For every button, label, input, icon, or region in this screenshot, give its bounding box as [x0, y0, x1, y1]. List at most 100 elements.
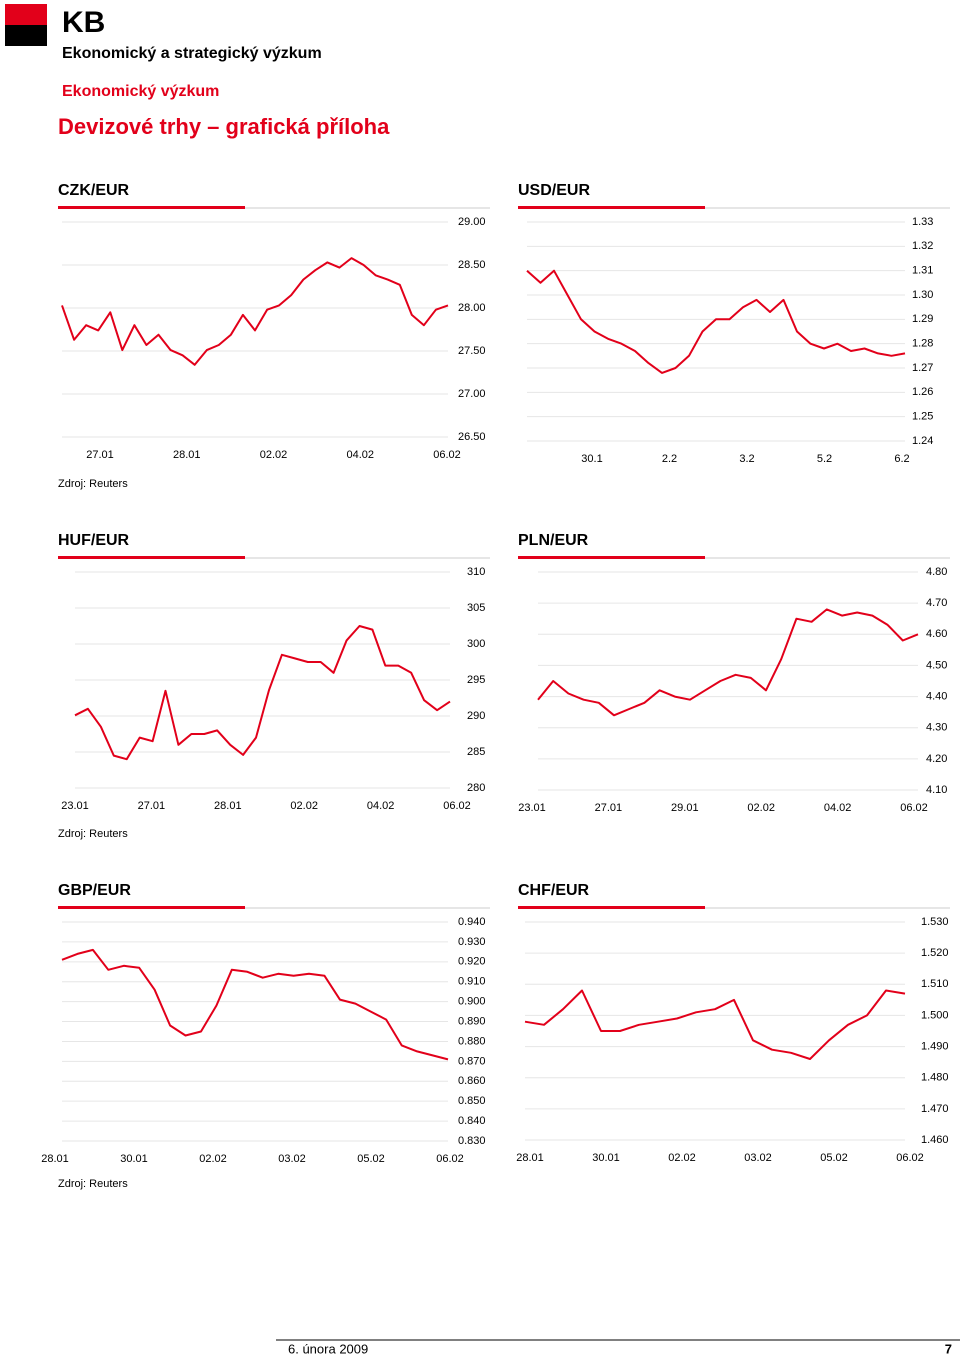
- y-tick-label: 1.31: [912, 265, 933, 277]
- chart-title: CHF/EUR: [518, 882, 590, 899]
- x-tick-label: 30.01: [120, 1153, 148, 1165]
- chart-title: CZK/EUR: [58, 182, 130, 199]
- y-tick-label: 1.27: [912, 362, 933, 374]
- page-number: 7: [945, 1341, 952, 1356]
- y-tick-label: 28.50: [458, 259, 486, 271]
- x-tick-label: 02.02: [747, 802, 775, 814]
- line: [74, 625, 451, 761]
- y-tick-label: 1.490: [921, 1040, 949, 1052]
- y-tick-label: 0.840: [458, 1115, 486, 1127]
- y-tick-label: 310: [467, 566, 485, 578]
- y-tick-label: 285: [467, 746, 485, 758]
- title-underline: [58, 906, 245, 909]
- line: [537, 608, 919, 717]
- y-tick-label: 295: [467, 674, 485, 686]
- x-tick-label: 05.02: [820, 1152, 848, 1164]
- y-tick-label: 1.28: [912, 338, 933, 350]
- section-title: Ekonomický výzkum: [62, 83, 219, 100]
- x-tick-label: 06.02: [900, 802, 928, 814]
- y-tick-label: 305: [467, 602, 485, 614]
- x-tick-label: 28.01: [41, 1153, 69, 1165]
- line: [524, 989, 906, 1060]
- y-tick-label: 1.33: [912, 216, 933, 228]
- y-tick-label: 0.830: [458, 1135, 486, 1147]
- y-tick-label: 4.40: [926, 690, 947, 702]
- x-tick-label: 28.01: [516, 1152, 544, 1164]
- source: Zdroj: Reuters: [58, 478, 128, 490]
- y-tick-label: 1.26: [912, 386, 933, 398]
- x-tick-label: 30.1: [581, 453, 602, 465]
- y-tick-label: 1.530: [921, 916, 949, 928]
- source: Zdroj: Reuters: [58, 828, 128, 840]
- x-tick-label: 05.02: [357, 1153, 385, 1165]
- x-tick-label: 30.01: [592, 1152, 620, 1164]
- x-tick-label: 06.02: [443, 800, 471, 812]
- y-tick-label: 28.00: [458, 302, 486, 314]
- y-tick-label: 1.500: [921, 1009, 949, 1021]
- x-tick-label: 3.2: [739, 453, 754, 465]
- x-tick-label: 04.02: [367, 800, 395, 812]
- y-tick-label: 26.50: [458, 431, 486, 443]
- y-tick-label: 280: [467, 782, 485, 794]
- org-title: Ekonomický a strategický výzkum: [62, 45, 322, 62]
- logo-text: KB: [62, 6, 105, 39]
- y-tick-label: 1.480: [921, 1072, 949, 1084]
- x-tick-label: 5.2: [817, 453, 832, 465]
- y-tick-label: 1.25: [912, 411, 933, 423]
- chart-title: GBP/EUR: [58, 882, 131, 899]
- x-tick-label: 02.02: [668, 1152, 696, 1164]
- line: [526, 269, 906, 374]
- x-tick-label: 27.01: [86, 449, 114, 461]
- y-tick-label: 0.920: [458, 956, 486, 968]
- y-tick-label: 1.32: [912, 240, 933, 252]
- title-underline: [518, 556, 705, 559]
- x-tick-label: 2.2: [662, 453, 677, 465]
- line: [61, 257, 449, 366]
- line: [61, 948, 449, 1061]
- y-tick-label: 0.930: [458, 936, 486, 948]
- chart-title: PLN/EUR: [518, 532, 589, 549]
- x-tick-label: 28.01: [173, 449, 201, 461]
- x-tick-label: 29.01: [671, 802, 699, 814]
- x-tick-label: 04.02: [346, 449, 374, 461]
- source: Zdroj: Reuters: [58, 1178, 128, 1190]
- y-tick-label: 0.880: [458, 1035, 486, 1047]
- footer-date: 6. února 2009: [288, 1341, 368, 1356]
- x-tick-label: 03.02: [278, 1153, 306, 1165]
- y-tick-label: 1.30: [912, 289, 933, 301]
- y-tick-label: 0.910: [458, 976, 486, 988]
- y-tick-label: 27.00: [458, 388, 486, 400]
- x-tick-label: 02.02: [290, 800, 318, 812]
- y-tick-label: 0.870: [458, 1055, 486, 1067]
- y-tick-label: 1.510: [921, 978, 949, 990]
- y-tick-label: 290: [467, 710, 485, 722]
- page-title: Devizové trhy – grafická příloha: [58, 114, 390, 139]
- chart-title: USD/EUR: [518, 182, 590, 199]
- y-tick-label: 0.850: [458, 1095, 486, 1107]
- y-tick-label: 0.900: [458, 996, 486, 1008]
- y-tick-label: 1.520: [921, 947, 949, 959]
- title-underline: [58, 206, 245, 209]
- y-tick-label: 0.860: [458, 1075, 486, 1087]
- x-tick-label: 28.01: [214, 800, 242, 812]
- y-tick-label: 0.940: [458, 916, 486, 928]
- y-tick-label: 4.50: [926, 659, 947, 671]
- x-tick-label: 04.02: [824, 802, 852, 814]
- title-underline: [58, 556, 245, 559]
- x-tick-label: 03.02: [744, 1152, 772, 1164]
- x-tick-label: 23.01: [518, 802, 546, 814]
- x-tick-label: 02.02: [199, 1153, 227, 1165]
- x-tick-label: 23.01: [61, 800, 89, 812]
- y-tick-label: 4.10: [926, 784, 947, 796]
- title-underline: [518, 206, 705, 209]
- x-tick-label: 06.02: [896, 1152, 924, 1164]
- y-tick-label: 1.24: [912, 435, 933, 447]
- logo-mark-lower: [5, 25, 47, 46]
- title-underline: [518, 906, 705, 909]
- x-tick-label: 27.01: [595, 802, 623, 814]
- y-tick-label: 29.00: [458, 216, 486, 228]
- y-tick-label: 4.70: [926, 597, 947, 609]
- y-tick-label: 300: [467, 638, 485, 650]
